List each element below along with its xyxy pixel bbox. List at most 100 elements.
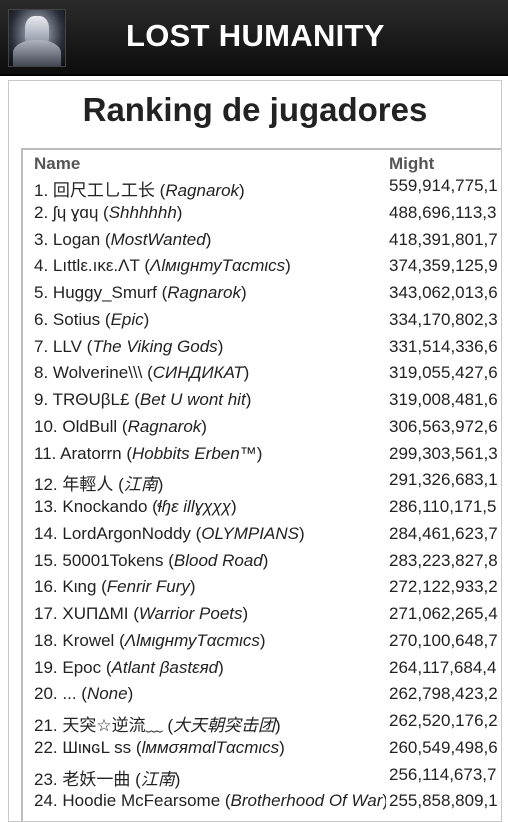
rank-number: 17.: [34, 604, 58, 623]
rank-number: 9.: [34, 390, 49, 409]
table-row[interactable]: 16. Kιng (Fenrir Fury) 272,122,933,2: [23, 577, 501, 604]
ranking-table[interactable]: Name Might 1. 回尺工乚工长 (Ragnarok) 559,914,7…: [21, 148, 501, 821]
table-row[interactable]: 13. Knockando (ɬɧɛ illɣχχχ) 286,110,171,5: [23, 497, 501, 524]
column-header-name: Name: [34, 154, 81, 173]
table-row[interactable]: 14. LordArgonNoddy (OLYMPIANS) 284,461,62…: [23, 523, 501, 551]
guild-name: 江南: [140, 769, 175, 789]
guild-name: Ragnarok: [127, 416, 202, 436]
player-name-cell: 16. Kιng (Fenrir Fury): [34, 577, 196, 597]
table-row[interactable]: 3. Logan (MostWanted) 418,391,801,7: [23, 229, 501, 257]
table-row[interactable]: 7. LLV (The Viking Gods) 331,514,336,6: [23, 336, 501, 364]
rank-number: 20.: [34, 684, 58, 704]
table-row[interactable]: 9. TRΘUβL£ (Bet U wont hit) 319,008,481,6: [23, 390, 501, 417]
player-name-cell: 10. OldBull (Ragnarok): [34, 416, 207, 436]
table-row[interactable]: 6. Sotius (Epic) 334,170,802,3: [23, 309, 501, 337]
guild-name: 大天朝突击团: [173, 716, 276, 735]
table-row[interactable]: 23. 老妖一曲 (江南) 256,114,673,7: [23, 765, 501, 792]
player-name: 天突☆逆流﹏: [62, 716, 163, 735]
table-row[interactable]: 21. 天突☆逆流﹏ (大天朝突击团) 262,520,176,2: [23, 711, 501, 738]
guild-name: Ragnarok: [165, 181, 240, 200]
player-name-cell: 20. ... (None): [34, 684, 134, 704]
player-name-cell: 18. Krowel (ΛlмιgнтуTαcтιcѕ): [34, 630, 266, 650]
table-row[interactable]: 15. 50001Tokens (Blood Road) 283,223,827,…: [23, 550, 501, 578]
rank-number: 13.: [34, 497, 58, 516]
player-name-cell: 14. LordArgonNoddy (OLYMPIANS): [34, 523, 305, 543]
guild-name: Shhhhhh: [108, 202, 177, 222]
might-value: 418,391,801,7: [389, 229, 498, 249]
player-name: Kιng: [62, 577, 97, 597]
rank-number: 22.: [34, 737, 58, 757]
table-row[interactable]: 10. OldBull (Ragnarok) 306,563,972,6: [23, 416, 501, 444]
might-value: 271,062,265,4: [389, 604, 498, 623]
player-name-cell: 17. XUΠΔMI (Warrior Poets): [34, 604, 249, 623]
player-name-cell: 11. Aratorrn (Hobbits Erben™): [34, 443, 263, 463]
guild-name: lммσятαlTαcтιcѕ: [141, 737, 280, 757]
player-name: 老妖一曲: [62, 769, 131, 789]
player-name: TRΘUβL£: [52, 390, 130, 409]
table-row[interactable]: 2. ʃɥ ɣɑɥ (Shhhhhh) 488,696,113,3: [23, 202, 501, 230]
guild-name: Atlant βastεяd: [111, 657, 219, 677]
guild-name: 江南: [123, 475, 158, 495]
might-value: 559,914,775,1: [389, 176, 498, 195]
might-value: 319,055,427,6: [389, 363, 498, 383]
table-row[interactable]: 4. Lıttlε.ıκε.ΛT (ΛlмιgнтуTαcтιcѕ) 374,35…: [23, 256, 501, 283]
table-row[interactable]: 22. ШιɴɢL ss (lммσятαlTαcтιcѕ) 260,549,49…: [23, 737, 501, 765]
player-name-cell: 22. ШιɴɢL ss (lммσятαlTαcтιcѕ): [34, 737, 285, 757]
player-name-cell: 4. Lıttlε.ıκε.ΛT (ΛlмιgнтуTαcтιcѕ): [34, 256, 291, 276]
app-header: LOST HUMANITY: [0, 0, 508, 76]
table-row[interactable]: 17. XUΠΔMI (Warrior Poets) 271,062,265,4: [23, 604, 501, 631]
player-name: Lıttlε.ıκε.ΛT: [52, 256, 140, 276]
table-row[interactable]: 12. 年輕人 (江南) 291,326,683,1: [23, 470, 501, 497]
might-value: 284,461,623,7: [389, 523, 498, 543]
table-row[interactable]: 8. Wolverine\\\ (СИНДИКАТ) 319,055,427,6: [23, 363, 501, 390]
player-name-cell: 12. 年輕人 (江南): [34, 475, 164, 495]
player-name: Sotius: [52, 309, 101, 329]
player-name: LLV: [52, 336, 82, 356]
table-row[interactable]: 5. Huggy_Smurf (Ragnarok) 343,062,013,6: [23, 283, 501, 310]
guild-name: СИНДИКАТ: [152, 363, 244, 383]
guild-name: Brotherhood Of War: [230, 791, 383, 811]
table-row[interactable]: 11. Aratorrn (Hobbits Erben™) 299,303,561…: [23, 443, 501, 471]
might-value: 331,514,336,6: [389, 336, 498, 356]
player-name-cell: 7. LLV (The Viking Gods): [34, 336, 224, 356]
might-value: 299,303,561,3: [389, 443, 498, 463]
guild-name: None: [86, 684, 128, 704]
rank-number: 24.: [34, 791, 58, 811]
player-name-cell: 23. 老妖一曲 (江南): [34, 769, 181, 789]
table-row[interactable]: 1. 回尺工乚工长 (Ragnarok) 559,914,775,1: [23, 176, 501, 203]
table-row[interactable]: 20. ... (None) 262,798,423,2: [23, 684, 501, 711]
logo-armor-shape: [13, 40, 61, 66]
player-name-cell: 1. 回尺工乚工长 (Ragnarok): [34, 181, 245, 200]
rank-number: 10.: [34, 416, 58, 436]
rank-number: 14.: [34, 523, 58, 543]
guild-name: ɬɧɛ illɣχχχ: [157, 497, 231, 516]
rank-number: 23.: [34, 769, 58, 789]
might-value: 262,520,176,2: [389, 711, 498, 730]
column-header-might: Might: [389, 154, 435, 173]
guild-name: OLYMPIANS: [201, 523, 299, 543]
rank-number: 8.: [34, 363, 49, 383]
guild-name: Blood Road: [173, 550, 263, 570]
player-name: Aratorrn: [60, 443, 122, 463]
ranking-panel: Ranking de jugadores Name Might 1. 回尺工乚工…: [8, 80, 502, 822]
rank-number: 15.: [34, 550, 58, 570]
rank-number: 6.: [34, 309, 49, 329]
player-name: 年輕人: [62, 475, 114, 495]
guild-name: Ragnarok: [167, 283, 241, 302]
rank-number: 11.: [34, 443, 57, 463]
player-name: Logan: [52, 229, 101, 249]
rank-number: 2.: [34, 202, 49, 222]
table-row[interactable]: 19. Epoc (Atlant βastεяd) 264,117,684,4: [23, 657, 501, 685]
might-value: 272,122,933,2: [389, 577, 498, 597]
player-name: Krowel: [62, 630, 115, 650]
table-row[interactable]: 24. Hoodie McFearsome (Brotherhood Of Wa…: [23, 791, 501, 818]
table-row[interactable]: 18. Krowel (ΛlмιgнтуTαcтιcѕ) 270,100,648,…: [23, 630, 501, 658]
player-name-cell: 8. Wolverine\\\ (СИНДИКАТ): [34, 363, 250, 383]
might-value: 270,100,648,7: [389, 630, 498, 650]
player-name: Knockando: [62, 497, 148, 516]
player-name: ʃɥ ɣɑɥ: [52, 202, 99, 222]
rank-number: 12.: [34, 475, 58, 495]
player-name: Epoc: [62, 657, 102, 677]
rank-number: 3.: [34, 229, 49, 249]
player-name: ...: [62, 684, 77, 704]
